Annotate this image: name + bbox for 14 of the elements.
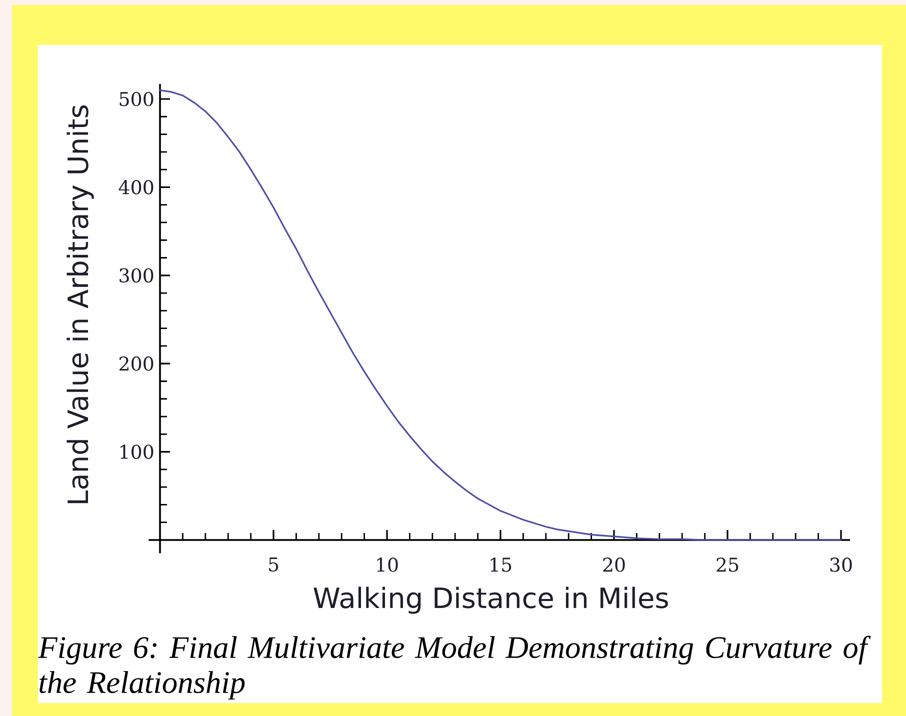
x-tick-label: 5 bbox=[269, 558, 278, 572]
caption: Figure 6: Final Multivariate Model Demonstrating Curvature of the Relationship bbox=[38, 636, 871, 700]
x-tick-label: 20 bbox=[603, 558, 625, 572]
y-tick-label: 400 bbox=[118, 180, 154, 194]
x-axis-title: Walking Distance in Miles bbox=[314, 586, 668, 614]
y-tick-label: 200 bbox=[119, 356, 154, 371]
x-tick-label: 10 bbox=[377, 558, 398, 572]
x-tick-label: 30 bbox=[830, 558, 852, 572]
y-axis-title: Land Value in Arbitrary Units bbox=[66, 105, 94, 504]
y-tick-label: 100 bbox=[120, 444, 154, 459]
y-tick-label: 500 bbox=[120, 92, 154, 106]
x-tick-label: 15 bbox=[490, 558, 512, 572]
x-tick-label: 25 bbox=[716, 558, 738, 572]
y-tick-label: 300 bbox=[120, 268, 154, 283]
